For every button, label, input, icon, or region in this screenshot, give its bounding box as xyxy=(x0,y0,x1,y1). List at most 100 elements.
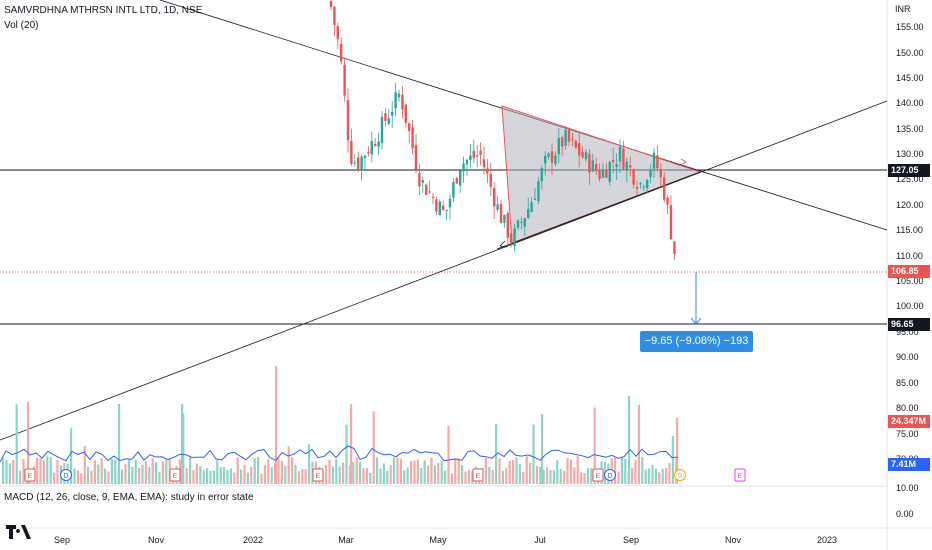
volume-bar xyxy=(275,366,278,484)
volume-ma-tag: 7.41M xyxy=(888,458,930,471)
volume-bar xyxy=(648,468,651,484)
candle-body xyxy=(333,6,336,26)
candle-body xyxy=(428,191,431,193)
candle-body xyxy=(391,111,394,116)
volume-bar xyxy=(308,444,311,484)
volume-bar xyxy=(471,470,474,484)
candle-body xyxy=(540,168,543,182)
time-tick-label: Sep xyxy=(54,535,70,545)
event-marker-label: E xyxy=(173,473,178,480)
currency-label: INR xyxy=(895,4,911,14)
volume-bar xyxy=(583,473,586,484)
candle-body xyxy=(435,199,438,212)
time-tick-label: Nov xyxy=(725,535,742,545)
volume-bar xyxy=(216,459,219,484)
candle-body xyxy=(459,170,462,186)
volume-bar xyxy=(46,456,49,484)
candle-body xyxy=(574,140,577,148)
price-tick-label: 85.00 xyxy=(896,378,919,388)
candle-body xyxy=(639,183,642,185)
volume-bar xyxy=(386,470,389,484)
volume-bar xyxy=(556,460,559,484)
volume-bar xyxy=(515,457,518,484)
volume-bar xyxy=(644,469,647,484)
volume-bar xyxy=(338,466,341,484)
measure-label[interactable]: −9.65 (−9.08%) −193 xyxy=(640,331,753,352)
volume-bar xyxy=(294,464,297,484)
candle-body xyxy=(387,118,390,124)
event-marker-label: E xyxy=(738,473,743,480)
volume-bar xyxy=(90,470,93,484)
candle-body xyxy=(510,233,513,243)
volume-bar xyxy=(563,470,566,484)
volume-bar xyxy=(138,467,141,484)
volume-bar xyxy=(552,470,555,484)
volume-bar xyxy=(532,424,535,484)
price-tick-label: 145.00 xyxy=(896,73,924,83)
candle-body xyxy=(571,139,574,141)
volume-bar xyxy=(447,426,450,484)
volume-bar xyxy=(335,459,338,484)
volume-bar xyxy=(444,470,447,484)
price-tick-label: 140.00 xyxy=(896,98,924,108)
volume-bar xyxy=(280,461,283,484)
volume-bar xyxy=(498,458,501,484)
volume-bar xyxy=(206,468,209,484)
volume-bar xyxy=(508,461,511,484)
volume-bar xyxy=(134,460,137,484)
volume-bar xyxy=(257,456,260,484)
candle-body xyxy=(465,159,469,165)
candle-body xyxy=(401,94,404,110)
volume-bar xyxy=(22,459,25,484)
price-tick-label: 125.00 xyxy=(896,174,924,184)
volume-bar xyxy=(263,464,266,484)
candle-body xyxy=(527,209,530,218)
volume-bar xyxy=(118,404,121,484)
candle-body xyxy=(632,170,635,185)
candle-body xyxy=(380,116,384,144)
candle-body xyxy=(394,92,397,109)
volume-bar xyxy=(267,459,270,484)
volume-bar xyxy=(226,469,229,484)
candle-body xyxy=(486,168,489,174)
volume-bar xyxy=(651,464,654,484)
candle-body xyxy=(455,178,458,184)
volume-bar xyxy=(403,470,406,484)
candle-body xyxy=(625,161,628,171)
volume-bar xyxy=(350,404,353,484)
volume-bar xyxy=(372,411,375,484)
volume-bar xyxy=(148,467,151,484)
event-marker xyxy=(604,469,616,481)
volume-bar xyxy=(362,468,365,484)
volume-bar xyxy=(488,467,491,484)
volume-bar xyxy=(124,464,127,484)
candle-body xyxy=(554,155,557,165)
price-tick-label: 90.00 xyxy=(896,352,919,362)
arrow-icon xyxy=(499,240,508,248)
candle-body xyxy=(608,161,611,182)
candle-body xyxy=(506,213,509,238)
volume-bar xyxy=(209,470,212,484)
candle-body xyxy=(469,155,472,160)
volume-bar xyxy=(539,466,542,484)
last-price-tag: 106.85 xyxy=(888,265,930,278)
price-tick-label: 110.00 xyxy=(896,251,923,261)
candle-body xyxy=(520,221,523,223)
volume-bar xyxy=(393,457,396,484)
volume-indicator-label: Vol (20) xyxy=(4,20,39,31)
volume-bar xyxy=(253,458,256,484)
price-tick-label: 0.00 xyxy=(896,509,914,519)
volume-bar xyxy=(546,467,549,484)
volume-bar xyxy=(420,468,423,484)
candle-body xyxy=(472,150,475,158)
candle-body xyxy=(499,204,503,224)
candle-body xyxy=(646,180,649,189)
price-tick-label: 105.00 xyxy=(896,276,924,286)
volume-bar xyxy=(236,457,239,484)
volume-bar xyxy=(352,462,355,484)
event-marker-label: E xyxy=(28,473,33,480)
volume-bar xyxy=(369,472,372,484)
volume-bar xyxy=(637,404,640,484)
candle-body xyxy=(557,138,560,155)
